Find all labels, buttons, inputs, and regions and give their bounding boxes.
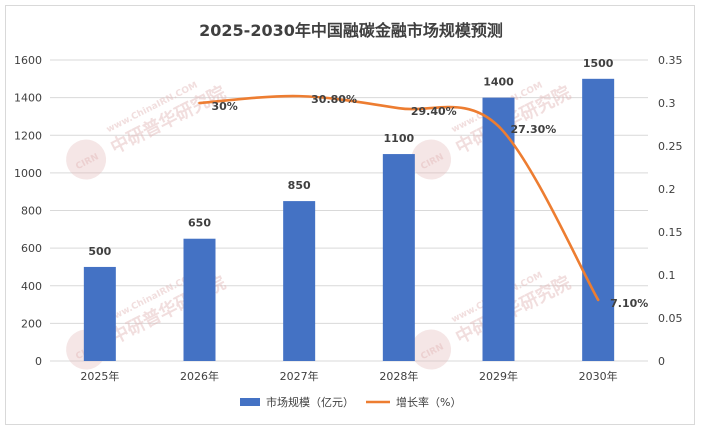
gridlines xyxy=(50,59,648,362)
bar-value-label: 850 xyxy=(288,179,311,192)
bar-value-label: 500 xyxy=(88,245,111,258)
watermark-logo-circle xyxy=(411,139,452,180)
axes: 0 200 400 600 800 1000 1200 1400 1600 0 0.05 0.1 0.1… xyxy=(14,54,683,383)
chart-title: 2025-2030年中国融碳金融市场规模预测 xyxy=(199,21,503,40)
legend: 市场规模（亿元） 增长率（%） xyxy=(240,395,461,409)
line-value-label: 30.80% xyxy=(311,93,357,106)
y-right-tick-label: 0.1 xyxy=(658,269,676,282)
y-left-tick-label: 600 xyxy=(21,242,42,255)
y-left-tick-label: 800 xyxy=(21,205,42,218)
bar xyxy=(382,154,415,361)
y-right-tick-label: 0.3 xyxy=(658,97,676,110)
bar-value-label: 1400 xyxy=(483,76,514,89)
x-tick-label: 2030年 xyxy=(579,369,618,383)
line-value-label: 30% xyxy=(212,100,238,113)
y-right-tick-label: 0 xyxy=(658,355,665,368)
y-right-tick-label: 0.05 xyxy=(658,312,683,325)
line-value-label: 29.40% xyxy=(411,105,457,118)
chart-frame xyxy=(5,5,695,425)
bar xyxy=(183,238,216,361)
x-tick-label: 2028年 xyxy=(379,369,418,383)
line-series xyxy=(198,94,600,302)
y-left-tick-label: 400 xyxy=(21,280,42,293)
watermark-logo-circle xyxy=(411,329,452,370)
x-tick-label: 2029年 xyxy=(479,369,518,383)
y-left-tick-label: 0 xyxy=(35,355,42,368)
bar xyxy=(83,266,116,361)
growth-rate-line xyxy=(198,94,600,302)
x-tick-label: 2027年 xyxy=(280,369,319,383)
legend-swatch-bar xyxy=(240,398,260,406)
y-left-tick-label: 200 xyxy=(21,317,42,330)
line-value-label: 27.30% xyxy=(511,123,557,136)
bar xyxy=(283,201,316,361)
y-left-tick-label: 1200 xyxy=(14,129,42,142)
legend-label-line: 增长率（%） xyxy=(396,395,461,409)
line-value-label: 7.10% xyxy=(610,297,648,310)
y-left-tick-label: 1600 xyxy=(14,54,42,67)
bar-series xyxy=(83,78,615,361)
bar-value-label: 650 xyxy=(188,217,211,230)
y-left-tick-label: 1400 xyxy=(14,92,42,105)
bar xyxy=(582,78,615,361)
y-left-tick-label: 1000 xyxy=(14,167,42,180)
bar-value-label: 1500 xyxy=(583,57,614,70)
y-right-tick-label: 0.25 xyxy=(658,140,683,153)
y-right-tick-label: 0.2 xyxy=(658,183,676,196)
y-right-tick-label: 0.15 xyxy=(658,226,683,239)
bar xyxy=(482,97,515,361)
y-right-tick-label: 0.35 xyxy=(658,54,683,67)
watermark-logo-circle xyxy=(66,139,107,180)
x-tick-label: 2025年 xyxy=(80,369,119,383)
bar-value-label: 1100 xyxy=(384,132,415,145)
legend-label-bar: 市场规模（亿元） xyxy=(266,395,354,409)
data-labels: 500 650 850 1100 1400 1500 30% 30.80% 29.40% 27.3… xyxy=(88,57,648,310)
x-tick-label: 2026年 xyxy=(180,369,219,383)
